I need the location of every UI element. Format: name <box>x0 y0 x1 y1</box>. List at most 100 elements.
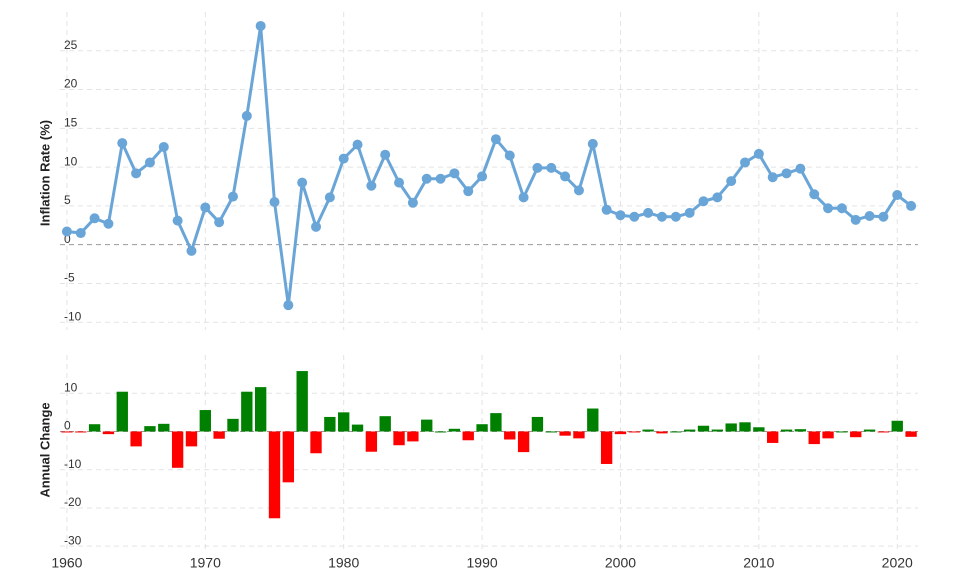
point <box>740 157 751 168</box>
bar <box>407 431 419 442</box>
point <box>878 211 889 222</box>
bar <box>739 422 751 432</box>
bar <box>227 418 239 432</box>
point <box>753 148 764 159</box>
bar <box>822 431 834 439</box>
bar <box>863 429 876 432</box>
point <box>61 226 72 237</box>
y-tick-label: 20 <box>64 77 78 91</box>
bar <box>850 431 862 438</box>
bar <box>587 408 599 432</box>
point <box>643 207 654 218</box>
point <box>656 211 667 222</box>
bar <box>351 424 364 432</box>
bar <box>75 431 87 433</box>
y-tick-label: 0 <box>64 419 71 433</box>
bar <box>268 431 281 519</box>
x-tick-label: 1980 <box>328 555 359 571</box>
point <box>698 196 709 207</box>
point <box>255 20 266 31</box>
point <box>352 139 363 150</box>
bar <box>116 391 128 432</box>
point <box>158 141 169 152</box>
point <box>809 189 820 200</box>
x-tick-label: 2020 <box>882 555 913 571</box>
bar <box>448 428 461 432</box>
point <box>726 176 737 187</box>
point <box>615 210 626 221</box>
point <box>477 171 488 182</box>
bar <box>628 431 640 433</box>
point <box>587 138 598 149</box>
bar <box>379 416 391 432</box>
point <box>144 157 155 168</box>
point <box>311 221 322 232</box>
point <box>214 217 225 228</box>
y-tick-label: 25 <box>64 38 78 52</box>
point <box>89 213 100 224</box>
bar <box>296 371 308 432</box>
bar <box>877 431 890 433</box>
bar <box>421 419 433 432</box>
point <box>338 153 349 164</box>
bar <box>213 431 225 439</box>
bar <box>614 431 627 435</box>
point <box>532 162 543 173</box>
bar <box>185 431 198 447</box>
bar <box>241 391 253 432</box>
point <box>269 197 280 208</box>
bar <box>199 410 211 432</box>
bar <box>753 427 765 432</box>
point <box>380 149 391 160</box>
bar <box>462 431 474 441</box>
bar <box>683 429 696 432</box>
bar <box>282 431 295 483</box>
bar <box>670 431 682 433</box>
bar <box>767 431 779 443</box>
bar <box>102 431 115 435</box>
point <box>518 192 529 203</box>
y-axis-label: Inflation Rate (%) <box>37 120 52 226</box>
bar <box>725 423 737 432</box>
bar <box>600 431 613 464</box>
point <box>241 110 252 121</box>
bar <box>254 387 267 432</box>
y-tick-label: 10 <box>64 380 78 394</box>
bar <box>891 420 903 432</box>
bar <box>517 431 530 453</box>
point <box>103 218 114 229</box>
bar <box>476 424 488 432</box>
bar <box>490 413 502 432</box>
bar <box>324 416 336 432</box>
line <box>66 24 913 307</box>
y-tick-label: -5 <box>64 271 75 285</box>
point <box>670 211 681 222</box>
bar <box>393 431 405 446</box>
point <box>227 191 238 202</box>
bar <box>836 431 848 433</box>
bar <box>642 429 654 432</box>
x-tick-label: 1970 <box>190 555 221 571</box>
point <box>892 190 903 201</box>
bar <box>504 431 516 440</box>
y-tick-label: -10 <box>64 457 82 471</box>
y-axis-label: Annual Change <box>37 402 52 497</box>
bar <box>310 431 322 454</box>
bar <box>61 431 73 433</box>
x-tick-label: 1990 <box>467 555 498 571</box>
point <box>504 150 515 161</box>
point <box>684 207 695 218</box>
point <box>836 203 847 214</box>
x-tick-label: 2010 <box>743 555 774 571</box>
bar <box>434 431 447 433</box>
bar <box>573 431 585 439</box>
point <box>823 203 834 214</box>
point <box>463 186 474 197</box>
point <box>172 215 183 226</box>
point <box>546 162 557 173</box>
point <box>449 168 460 179</box>
y-tick-label: 5 <box>64 193 71 207</box>
point <box>906 200 917 211</box>
y-tick-label: -10 <box>64 309 82 323</box>
